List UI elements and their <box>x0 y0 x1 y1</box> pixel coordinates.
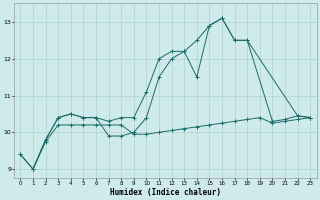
X-axis label: Humidex (Indice chaleur): Humidex (Indice chaleur) <box>110 188 221 197</box>
